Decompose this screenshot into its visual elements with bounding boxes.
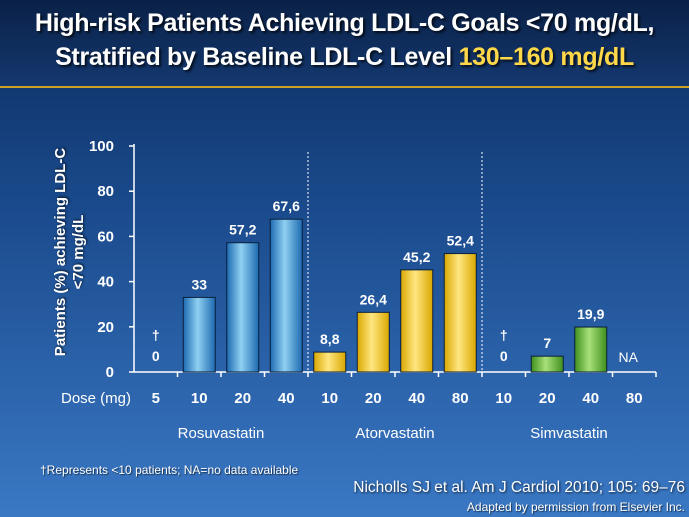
bar-atorvastatin-20 [356, 311, 390, 373]
data-label: 7 [543, 335, 551, 351]
dagger-mark: † [500, 327, 508, 343]
y-tick-label: 100 [89, 138, 114, 155]
data-label: NA [619, 349, 639, 365]
bar-atorvastatin-40 [400, 269, 434, 373]
bar-simvastatin-20 [530, 355, 564, 373]
y-tick-label: 40 [97, 274, 114, 291]
x-tick-label: 20 [234, 390, 251, 407]
permission-note: Adapted by permission from Elsevier Inc. [466, 500, 685, 514]
data-label: 19,9 [577, 306, 604, 322]
y-tick-label: 20 [97, 319, 114, 336]
title-bar: High-risk Patients Achieving LDL-C Goals… [0, 0, 689, 86]
bar-rosuvastatin-10 [182, 296, 216, 373]
x-tick-label: 10 [191, 390, 208, 407]
y-tick-label: 60 [97, 228, 114, 245]
citation: Nicholls SJ et al. Am J Cardiol 2010; 10… [353, 479, 685, 496]
group-label: Simvastatin [530, 425, 608, 442]
dagger-mark: † [152, 327, 160, 343]
data-label: 0 [500, 348, 508, 364]
bar-rosuvastatin-40 [269, 218, 303, 373]
data-label: 33 [191, 276, 207, 292]
data-label: 26,4 [360, 291, 387, 307]
x-tick-label: 40 [278, 390, 295, 407]
data-label: 67,6 [273, 198, 300, 214]
group-label: Rosuvastatin [178, 425, 265, 442]
title-line-2: Stratified by Baseline LDL-C Level 130–1… [0, 40, 689, 74]
x-tick-label: 80 [626, 390, 643, 407]
bar-simvastatin-40 [574, 326, 608, 373]
data-label: 8,8 [320, 331, 340, 347]
footnote: †Represents <10 patients; NA=no data ava… [40, 463, 299, 477]
data-label: 57,2 [229, 222, 256, 238]
bar-rosuvastatin-20 [226, 242, 260, 373]
x-axis-label: Dose (mg) [61, 390, 131, 407]
x-tick-label: 10 [495, 390, 512, 407]
x-tick-label: 20 [539, 390, 556, 407]
title-line-1: High-risk Patients Achieving LDL-C Goals… [34, 9, 655, 37]
title-line-2-prefix: Stratified by Baseline LDL-C Level [55, 43, 459, 71]
y-tick-label: 80 [97, 183, 114, 200]
title-divider [0, 86, 689, 88]
group-label: Atorvastatin [355, 425, 434, 442]
data-label: 45,2 [403, 249, 430, 265]
y-tick-label: 0 [106, 364, 114, 381]
x-tick-label: 40 [408, 390, 425, 407]
x-tick-label: 40 [582, 390, 599, 407]
data-label: 52,4 [447, 233, 474, 249]
x-tick-label: 10 [321, 390, 338, 407]
slide-title: High-risk Patients Achieving LDL-C Goals… [0, 6, 689, 74]
x-tick-label: 80 [452, 390, 469, 407]
title-highlight: 130–160 mg/dL [458, 43, 635, 71]
bar-atorvastatin-80 [443, 253, 477, 373]
bar-atorvastatin-10 [313, 351, 347, 373]
x-tick-label: 20 [365, 390, 382, 407]
x-tick-label: 5 [152, 390, 160, 407]
data-label: 0 [152, 348, 160, 364]
